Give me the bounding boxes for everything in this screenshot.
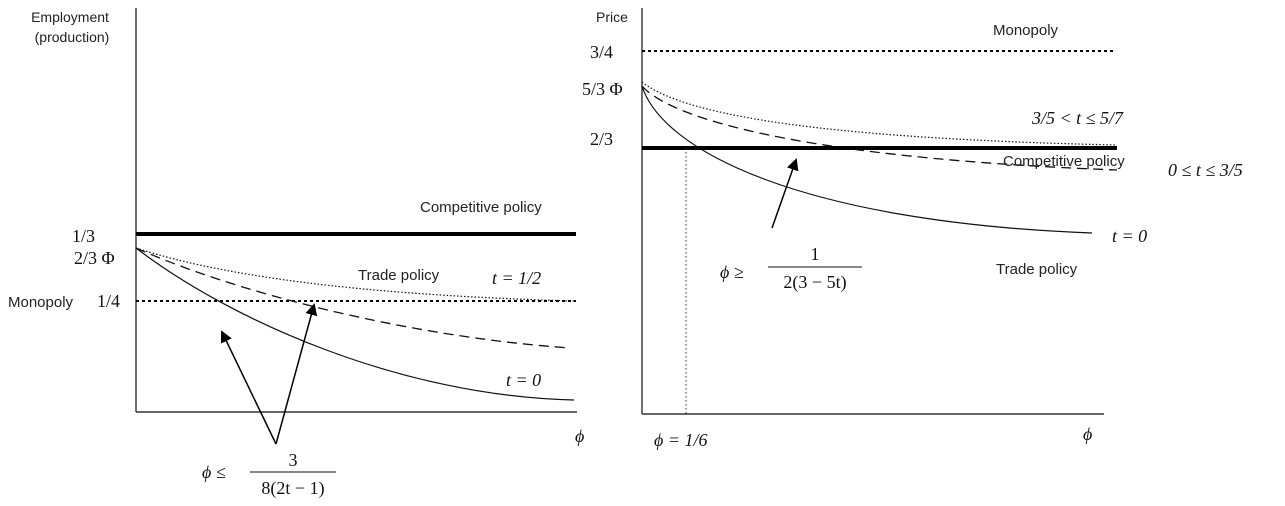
left-arrow-to-solid-crossing [220, 330, 277, 445]
right-y-axis-title: Price [596, 9, 628, 25]
left-condition-numerator: 3 [289, 450, 298, 470]
right-tick-five-thirds-phi: 5/3 Φ [582, 79, 623, 99]
left-y-axis-title-line1: Employment [31, 9, 109, 25]
right-monopoly-label: Monopoly [993, 22, 1059, 39]
right-tick-three-quarters: 3/4 [590, 42, 613, 62]
left-trade-label: Trade policy [358, 267, 440, 284]
right-range-high-label: 3/5 < t ≤ 5/7 [1031, 108, 1124, 128]
right-curve-high-t [641, 81, 1118, 146]
left-competitive-label: Competitive policy [420, 199, 542, 216]
left-curve-t-zero [135, 247, 575, 401]
right-curve-t-zero [641, 85, 1093, 234]
left-y-axis-title-line2: (production) [35, 29, 110, 45]
left-t-zero-label: t = 0 [506, 370, 541, 390]
left-x-axis-label: ϕ [575, 426, 584, 446]
left-monopoly-label: Monopoly [8, 294, 74, 311]
left-arrow-to-dash-crossing [275, 303, 318, 445]
left-curve-t-half [135, 247, 575, 302]
right-phi-value-label: ϕ = 1/6 [654, 430, 707, 450]
left-condition-denominator: 8(2t − 1) [261, 478, 324, 499]
right-range-low-label: 0 ≤ t ≤ 3/5 [1168, 160, 1243, 180]
left-tick-one-quarter: 1/4 [97, 291, 120, 311]
left-tick-two-thirds-phi: 2/3 Φ [74, 248, 115, 268]
left-tick-one-third: 1/3 [72, 226, 95, 246]
left-curve-intermediate [135, 247, 571, 349]
right-curve-low-t [641, 85, 1118, 171]
right-condition-denominator: 2(3 − 5t) [783, 272, 846, 293]
left-panel: Employment (production) 1/3 2/3 Φ Monopo… [8, 8, 584, 499]
right-x-axis-label: ϕ [1083, 424, 1092, 444]
right-competitive-label: Competitive policy [1003, 153, 1125, 170]
right-arrow-to-crossing [771, 158, 799, 229]
left-condition-lhs: ϕ ≤ [202, 462, 226, 482]
right-trade-label: Trade policy [996, 261, 1078, 278]
right-condition-lhs: ϕ ≥ [720, 262, 744, 282]
right-t-zero-label: t = 0 [1112, 226, 1147, 246]
right-tick-two-thirds: 2/3 [590, 129, 613, 149]
left-t-half-label: t = 1/2 [492, 268, 541, 288]
right-panel: Price 3/4 5/3 Φ 2/3 Monopoly 3/5 < t ≤ 5… [582, 8, 1243, 450]
right-condition-numerator: 1 [811, 244, 820, 264]
